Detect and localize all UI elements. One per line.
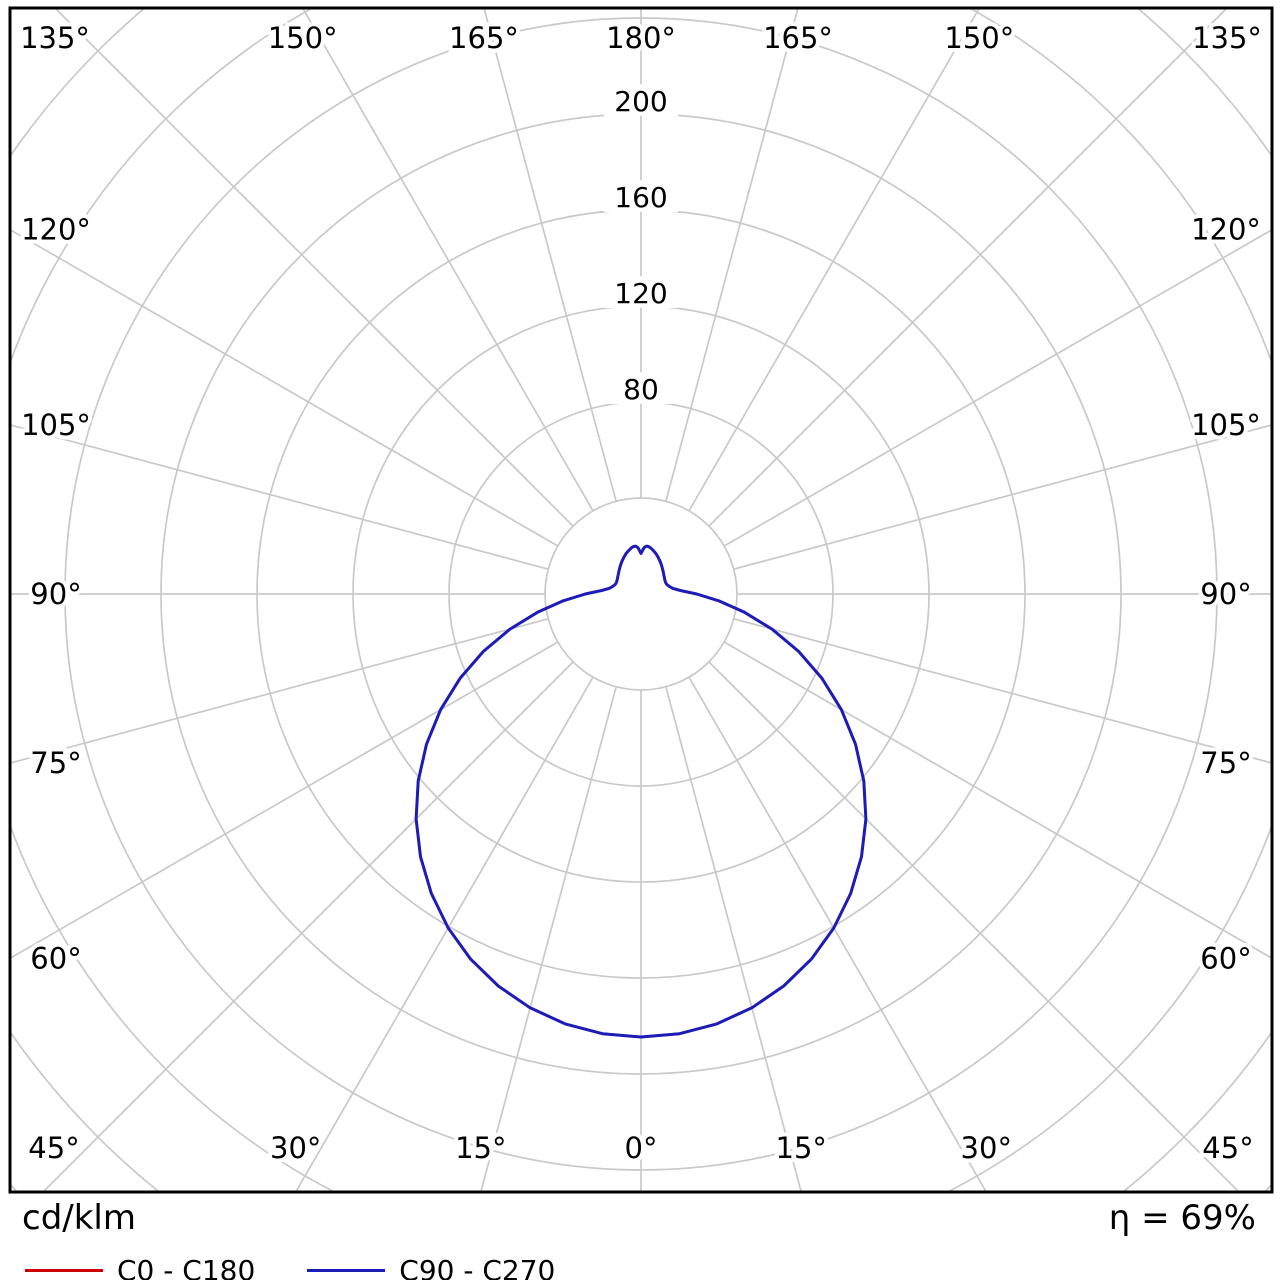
svg-text:135°: 135° bbox=[1192, 21, 1262, 55]
legend-line-c90-icon bbox=[307, 1269, 386, 1272]
svg-text:120°: 120° bbox=[1191, 213, 1261, 247]
svg-text:165°: 165° bbox=[763, 21, 833, 55]
svg-text:0°: 0° bbox=[625, 1131, 658, 1165]
svg-text:105°: 105° bbox=[21, 408, 91, 442]
svg-text:45°: 45° bbox=[1202, 1131, 1253, 1165]
svg-text:60°: 60° bbox=[30, 941, 81, 975]
svg-text:90°: 90° bbox=[1200, 577, 1251, 611]
svg-text:135°: 135° bbox=[20, 21, 90, 55]
svg-text:30°: 30° bbox=[961, 1131, 1012, 1165]
svg-text:60°: 60° bbox=[1200, 941, 1251, 975]
legend-item-c0: C0 - C180 bbox=[25, 1254, 255, 1280]
legend-item-c90: C90 - C270 bbox=[307, 1254, 555, 1280]
legend: C0 - C180 C90 - C270 bbox=[0, 1238, 1280, 1280]
efficiency-label: η = 69% bbox=[1108, 1198, 1256, 1238]
legend-label-c90: C90 - C270 bbox=[399, 1254, 556, 1280]
svg-text:180°: 180° bbox=[606, 21, 676, 55]
units-label: cd/klm bbox=[22, 1198, 136, 1238]
footer-row: cd/klm η = 69% bbox=[0, 1194, 1280, 1238]
svg-text:200: 200 bbox=[614, 85, 667, 118]
svg-text:160: 160 bbox=[614, 181, 667, 214]
svg-text:120°: 120° bbox=[21, 213, 91, 247]
svg-text:75°: 75° bbox=[1200, 746, 1251, 780]
polar-chart: 80 120 160 200 0° 15° 15° 30° 30° 45° 45° 60° 60° 75°… bbox=[8, 6, 1274, 1194]
svg-text:165°: 165° bbox=[449, 21, 519, 55]
svg-text:15°: 15° bbox=[776, 1131, 827, 1165]
svg-text:90°: 90° bbox=[30, 577, 81, 611]
chart-footer: cd/klm η = 69% C0 - C180 C90 - C270 bbox=[0, 1194, 1280, 1280]
legend-label-c0: C0 - C180 bbox=[117, 1254, 256, 1280]
svg-text:105°: 105° bbox=[1191, 408, 1261, 442]
svg-text:45°: 45° bbox=[28, 1131, 79, 1165]
curve-c90-c270 bbox=[414, 544, 868, 1039]
svg-text:15°: 15° bbox=[455, 1131, 506, 1165]
svg-text:75°: 75° bbox=[30, 746, 81, 780]
svg-text:150°: 150° bbox=[944, 21, 1014, 55]
legend-line-c0-icon bbox=[25, 1269, 103, 1272]
svg-text:150°: 150° bbox=[268, 21, 338, 55]
svg-text:80: 80 bbox=[623, 373, 659, 406]
svg-text:30°: 30° bbox=[270, 1131, 321, 1165]
svg-text:120: 120 bbox=[614, 277, 667, 310]
